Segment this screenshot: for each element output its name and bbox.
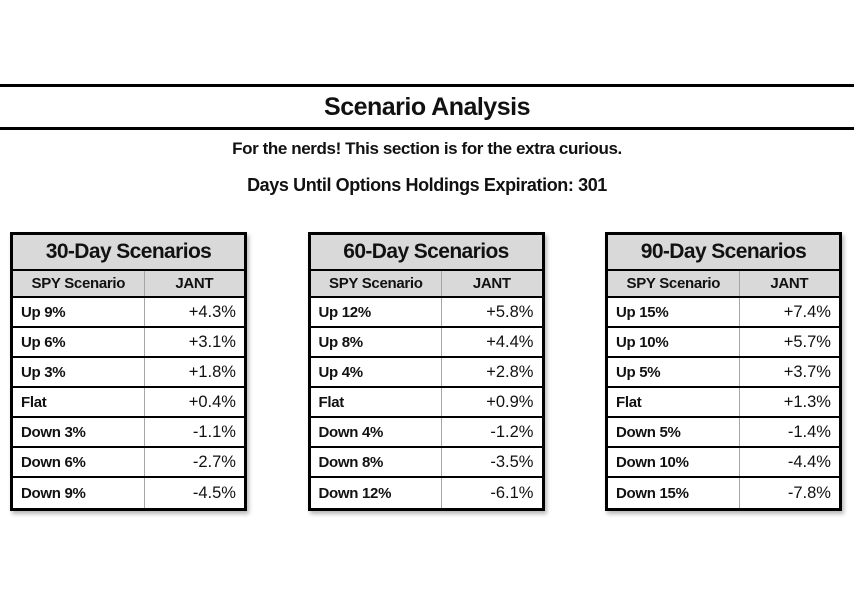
jant-value-cell: -1.1% bbox=[192, 422, 236, 441]
table-row: Down 6% -2.7% bbox=[13, 448, 244, 478]
column-header-jant: JANT bbox=[770, 275, 809, 292]
scenario-cell: Down 9% bbox=[13, 478, 145, 508]
section-title-band: Scenario Analysis bbox=[0, 84, 854, 130]
scenario-cell: Up 3% bbox=[13, 358, 145, 386]
scenario-cell: Down 15% bbox=[608, 478, 740, 508]
scenario-cell: Flat bbox=[608, 388, 740, 416]
column-header-spy-scenario: SPY Scenario bbox=[311, 271, 443, 296]
scenario-cell: Down 8% bbox=[311, 448, 443, 476]
table-row: Down 12% -6.1% bbox=[310, 478, 542, 508]
table-row: Up 8% +4.4% bbox=[310, 328, 542, 358]
scenario-tables-row: 30-Day Scenarios SPY Scenario JANT Up 9%… bbox=[0, 232, 854, 511]
jant-value-cell: +5.7% bbox=[783, 332, 831, 351]
jant-value-cell: -4.5% bbox=[192, 483, 236, 502]
scenario-cell: Down 4% bbox=[311, 418, 443, 446]
jant-value-cell: -4.4% bbox=[787, 452, 831, 471]
table-row: Up 5% +3.7% bbox=[608, 358, 839, 388]
table-row: Up 9% +4.3% bbox=[13, 298, 244, 328]
scenario-cell: Down 5% bbox=[608, 418, 740, 446]
jant-value-cell: +1.8% bbox=[188, 362, 236, 381]
jant-value-cell: +0.4% bbox=[188, 392, 236, 411]
scenario-table-90day: 90-Day Scenarios SPY Scenario JANT Up 15… bbox=[605, 232, 842, 511]
jant-value-cell: +3.1% bbox=[188, 332, 236, 351]
table-row: Down 9% -4.5% bbox=[13, 478, 244, 508]
table-row: Up 12% +5.8% bbox=[310, 298, 542, 328]
table-row: Flat +1.3% bbox=[608, 388, 839, 418]
jant-value-cell: -1.2% bbox=[490, 422, 534, 441]
scenario-cell: Up 10% bbox=[608, 328, 740, 356]
table-row: Up 4% +2.8% bbox=[310, 358, 542, 388]
table-header-row: SPY Scenario JANT bbox=[608, 271, 839, 298]
column-header-spy-scenario: SPY Scenario bbox=[608, 271, 740, 296]
table-row: Down 10% -4.4% bbox=[608, 448, 839, 478]
jant-value-cell: -2.7% bbox=[192, 452, 236, 471]
scenario-cell: Flat bbox=[13, 388, 145, 416]
jant-value-cell: +7.4% bbox=[783, 302, 831, 321]
jant-value-cell: +5.8% bbox=[486, 302, 534, 321]
table-row: Down 3% -1.1% bbox=[13, 418, 244, 448]
table-row: Down 8% -3.5% bbox=[310, 448, 542, 478]
section-title: Scenario Analysis bbox=[324, 92, 530, 121]
scenario-cell: Down 12% bbox=[311, 478, 443, 508]
scenario-cell: Up 12% bbox=[311, 298, 443, 326]
table-row: Up 6% +3.1% bbox=[13, 328, 244, 358]
table-row: Up 15% +7.4% bbox=[608, 298, 839, 328]
top-whitespace bbox=[0, 0, 854, 84]
jant-value-cell: -3.5% bbox=[490, 452, 534, 471]
jant-value-cell: +4.3% bbox=[188, 302, 236, 321]
scenario-cell: Flat bbox=[311, 388, 443, 416]
jant-value-cell: -6.1% bbox=[490, 483, 534, 502]
jant-value-cell: +4.4% bbox=[486, 332, 534, 351]
section-subtitle: For the nerds! This section is for the e… bbox=[232, 139, 622, 158]
table-row: Down 5% -1.4% bbox=[608, 418, 839, 448]
scenario-cell: Up 9% bbox=[13, 298, 145, 326]
scenario-cell: Down 3% bbox=[13, 418, 145, 446]
scenario-cell: Up 6% bbox=[13, 328, 145, 356]
table-title: 60-Day Scenarios bbox=[310, 235, 542, 271]
scenario-cell: Up 4% bbox=[311, 358, 443, 386]
jant-value-cell: -7.8% bbox=[787, 483, 831, 502]
column-header-spy-scenario: SPY Scenario bbox=[13, 271, 145, 296]
scenario-cell: Up 8% bbox=[311, 328, 443, 356]
scenario-cell: Down 10% bbox=[608, 448, 740, 476]
table-title: 30-Day Scenarios bbox=[13, 235, 244, 271]
expiration-note: Days Until Options Holdings Expiration: … bbox=[247, 175, 607, 195]
jant-value-cell: +3.7% bbox=[783, 362, 831, 381]
scenario-cell: Up 5% bbox=[608, 358, 740, 386]
table-title: 90-Day Scenarios bbox=[608, 235, 839, 271]
table-row: Up 10% +5.7% bbox=[608, 328, 839, 358]
scenario-table-30day: 30-Day Scenarios SPY Scenario JANT Up 9%… bbox=[10, 232, 247, 511]
jant-value-cell: +2.8% bbox=[486, 362, 534, 381]
column-header-jant: JANT bbox=[175, 275, 214, 292]
jant-value-cell: +0.9% bbox=[486, 392, 534, 411]
table-row: Up 3% +1.8% bbox=[13, 358, 244, 388]
column-header-jant: JANT bbox=[472, 275, 511, 292]
table-row: Down 15% -7.8% bbox=[608, 478, 839, 508]
scenario-cell: Up 15% bbox=[608, 298, 740, 326]
scenario-table-60day: 60-Day Scenarios SPY Scenario JANT Up 12… bbox=[307, 232, 545, 511]
table-row: Flat +0.9% bbox=[310, 388, 542, 418]
table-header-row: SPY Scenario JANT bbox=[310, 271, 542, 298]
jant-value-cell: +1.3% bbox=[783, 392, 831, 411]
table-header-row: SPY Scenario JANT bbox=[13, 271, 244, 298]
jant-value-cell: -1.4% bbox=[787, 422, 831, 441]
table-row: Down 4% -1.2% bbox=[310, 418, 542, 448]
table-row: Flat +0.4% bbox=[13, 388, 244, 418]
scenario-cell: Down 6% bbox=[13, 448, 145, 476]
